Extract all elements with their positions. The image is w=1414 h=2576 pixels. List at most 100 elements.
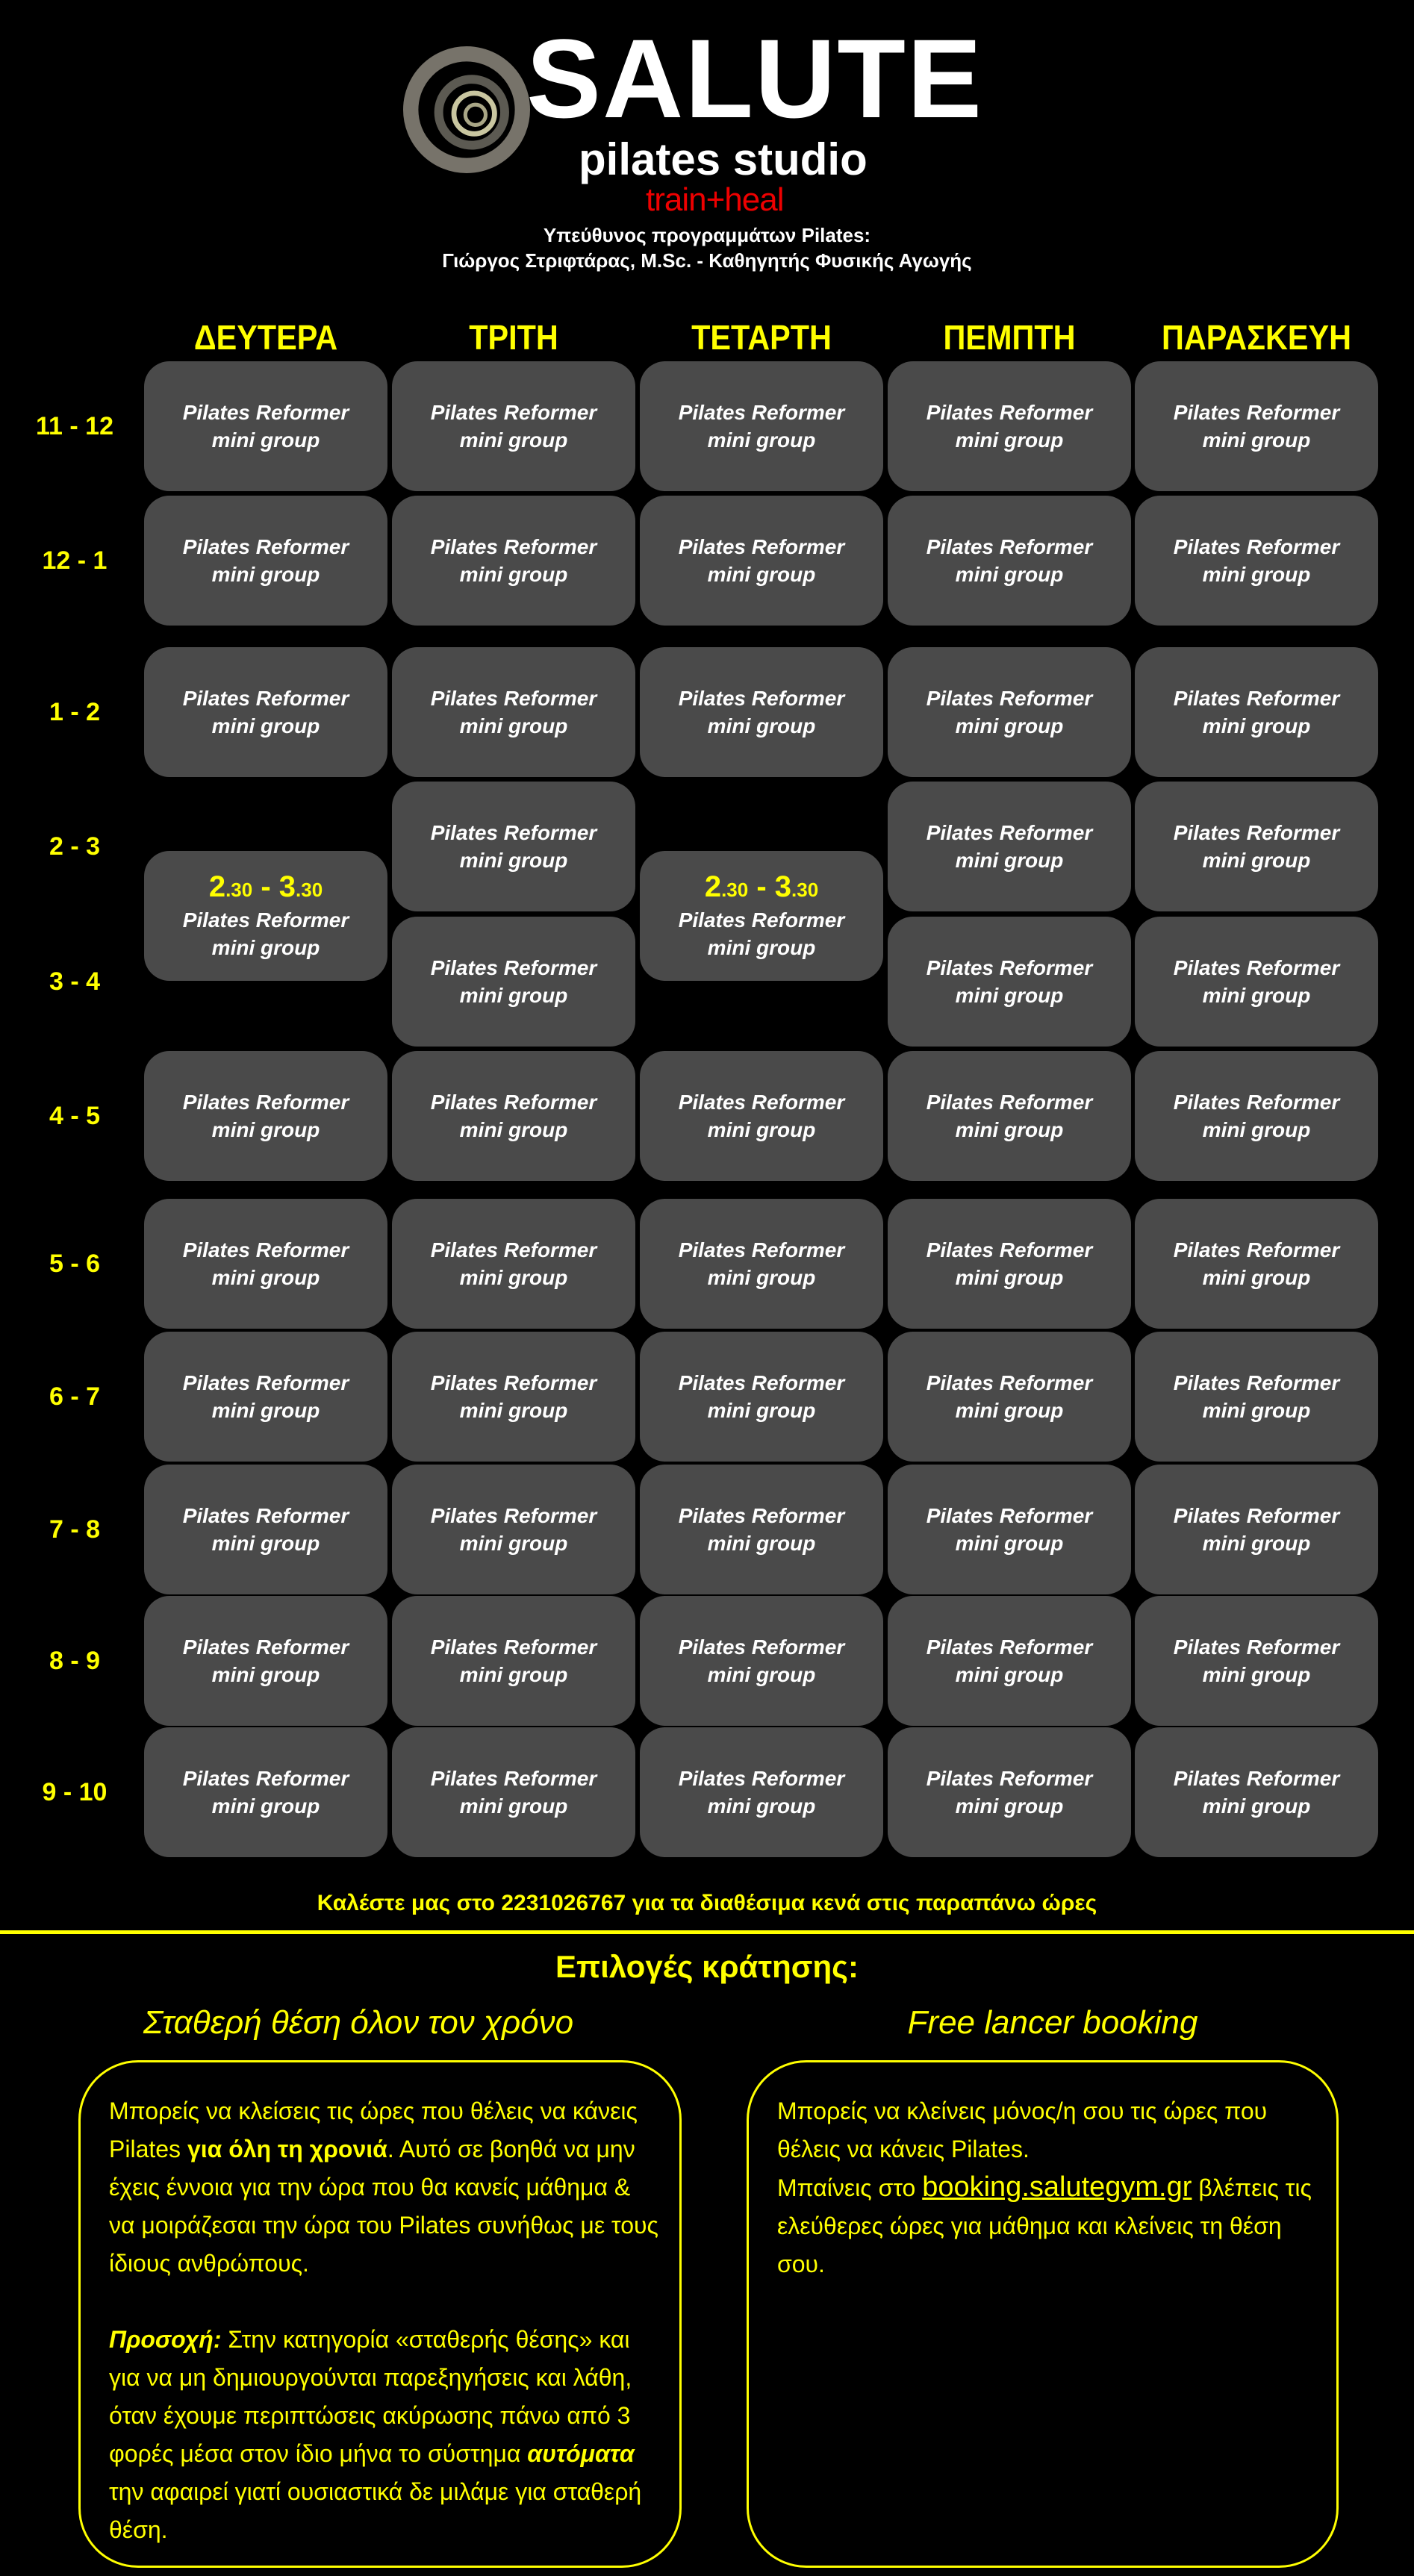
class-slot[interactable]: Pilates Reformer mini group (1135, 1199, 1378, 1329)
class-slot[interactable]: Pilates Reformer mini group (144, 647, 387, 777)
class-slot[interactable]: Pilates Reformer mini group (1135, 1727, 1378, 1857)
class-slot[interactable]: Pilates Reformer mini group (1135, 496, 1378, 626)
class-slot[interactable]: 2.30 - 3.30 Pilates Reformer mini group (640, 851, 883, 981)
class-name: Pilates Reformer (926, 1371, 1093, 1394)
class-name: Pilates Reformer (182, 687, 349, 710)
class-slot[interactable]: Pilates Reformer mini group (640, 1596, 883, 1726)
class-slot[interactable]: Pilates Reformer mini group (392, 1199, 635, 1329)
class-name: Pilates Reformer (182, 401, 349, 424)
logo-spiral-icon (403, 46, 530, 173)
class-slot[interactable]: Pilates Reformer mini group (640, 1465, 883, 1594)
class-slot[interactable]: Pilates Reformer mini group (640, 496, 883, 626)
class-slot[interactable]: Pilates Reformer mini group (1135, 1332, 1378, 1462)
class-slot[interactable]: Pilates Reformer mini group (640, 361, 883, 491)
class-slot[interactable]: Pilates Reformer mini group (144, 361, 387, 491)
class-slot[interactable]: Pilates Reformer mini group (144, 1199, 387, 1329)
class-slot[interactable]: Pilates Reformer mini group (1135, 1465, 1378, 1594)
class-slot[interactable]: Pilates Reformer mini group (888, 782, 1131, 911)
class-name: mini group (955, 1399, 1064, 1422)
class-name: Pilates Reformer (1173, 1767, 1340, 1790)
time-label: 8 - 9 (49, 1647, 101, 1675)
class-slot[interactable]: Pilates Reformer mini group (144, 1051, 387, 1181)
class-slot[interactable]: Pilates Reformer mini group (392, 1051, 635, 1181)
class-slot[interactable]: Pilates Reformer mini group (640, 1727, 883, 1857)
class-slot[interactable]: Pilates Reformer mini group (1135, 1051, 1378, 1181)
class-slot[interactable]: Pilates Reformer mini group (888, 1596, 1131, 1726)
class-name: mini group (955, 1532, 1064, 1555)
booking-link[interactable]: booking.salutegym.gr (922, 2171, 1192, 2203)
class-name: mini group (1202, 428, 1311, 452)
class-slot[interactable]: Pilates Reformer mini group (1135, 917, 1378, 1047)
class-slot[interactable]: Pilates Reformer mini group (144, 496, 387, 626)
class-slot[interactable]: Pilates Reformer mini group (1135, 361, 1378, 491)
class-name: Pilates Reformer (430, 1091, 597, 1114)
class-slot[interactable]: Pilates Reformer mini group (1135, 782, 1378, 911)
class-name: Pilates Reformer (182, 1504, 349, 1527)
class-slot[interactable]: Pilates Reformer mini group (888, 1051, 1131, 1181)
day-header: ΤΕΤΑΡΤΗ (691, 318, 832, 357)
class-slot[interactable]: Pilates Reformer mini group (392, 361, 635, 491)
class-slot[interactable]: Pilates Reformer mini group (888, 917, 1131, 1047)
class-slot[interactable]: Pilates Reformer mini group (144, 1727, 387, 1857)
class-slot[interactable]: Pilates Reformer mini group (392, 1332, 635, 1462)
class-slot[interactable]: Pilates Reformer mini group (888, 1332, 1131, 1462)
class-name: mini group (1202, 1266, 1311, 1289)
class-name: mini group (459, 1532, 568, 1555)
class-slot[interactable]: Pilates Reformer mini group (392, 917, 635, 1047)
class-slot[interactable]: Pilates Reformer mini group (144, 1465, 387, 1594)
class-slot[interactable]: Pilates Reformer mini group (392, 1465, 635, 1594)
slot-time: 2.30 - 3.30 (704, 870, 819, 903)
time-label: 7 - 8 (49, 1515, 101, 1544)
class-name: mini group (211, 936, 320, 959)
class-name: mini group (955, 1266, 1064, 1289)
free-booking-box: Μπορείς να κλείνεις μόνος/η σου τις ώρες… (747, 2060, 1339, 2568)
class-name: mini group (1202, 1532, 1311, 1555)
class-name: mini group (459, 428, 568, 452)
class-name: Pilates Reformer (926, 1504, 1093, 1527)
class-name: mini group (211, 1532, 320, 1555)
class-name: Pilates Reformer (430, 401, 597, 424)
class-name: Pilates Reformer (1173, 821, 1340, 844)
class-slot[interactable]: Pilates Reformer mini group (888, 1727, 1131, 1857)
class-slot[interactable]: Pilates Reformer mini group (144, 1596, 387, 1726)
class-name: mini group (1202, 563, 1311, 586)
class-name: Pilates Reformer (430, 956, 597, 979)
class-slot[interactable]: Pilates Reformer mini group (392, 496, 635, 626)
class-name: Pilates Reformer (926, 1767, 1093, 1790)
class-slot[interactable]: Pilates Reformer mini group (392, 647, 635, 777)
class-slot[interactable]: Pilates Reformer mini group (888, 1199, 1131, 1329)
class-name: Pilates Reformer (1173, 1371, 1340, 1394)
class-name: mini group (459, 1399, 568, 1422)
class-slot[interactable]: 2.30 - 3.30 Pilates Reformer mini group (144, 851, 387, 981)
class-name: mini group (211, 1794, 320, 1818)
class-slot[interactable]: Pilates Reformer mini group (640, 1332, 883, 1462)
day-header: ΔΕΥΤΕΡΑ (193, 318, 338, 357)
class-slot[interactable]: Pilates Reformer mini group (888, 647, 1131, 777)
class-slot[interactable]: Pilates Reformer mini group (392, 1727, 635, 1857)
class-slot[interactable]: Pilates Reformer mini group (1135, 1596, 1378, 1726)
class-slot[interactable]: Pilates Reformer mini group (392, 1596, 635, 1726)
class-slot[interactable]: Pilates Reformer mini group (640, 647, 883, 777)
class-name: mini group (459, 1794, 568, 1818)
class-slot[interactable]: Pilates Reformer mini group (888, 496, 1131, 626)
fixed-booking-paragraph: Μπορείς να κλείσεις τις ώρες που θέλεις … (109, 2098, 658, 2277)
class-name: mini group (955, 428, 1064, 452)
class-slot[interactable]: Pilates Reformer mini group (640, 1051, 883, 1181)
class-slot[interactable]: Pilates Reformer mini group (144, 1332, 387, 1462)
class-slot[interactable]: Pilates Reformer mini group (888, 361, 1131, 491)
class-name: Pilates Reformer (926, 1091, 1093, 1114)
class-slot[interactable]: Pilates Reformer mini group (1135, 647, 1378, 777)
class-name: mini group (955, 1794, 1064, 1818)
class-name: Pilates Reformer (926, 687, 1093, 710)
class-slot[interactable]: Pilates Reformer mini group (640, 1199, 883, 1329)
responsible-line-2: Γιώργος Στριφτάρας, M.Sc. - Καθηγητής Φυ… (442, 249, 972, 272)
class-name: Pilates Reformer (926, 821, 1093, 844)
day-header: ΠΑΡΑΣΚΕΥΗ (1161, 318, 1352, 357)
class-name: Pilates Reformer (1173, 1504, 1340, 1527)
class-name: mini group (459, 563, 568, 586)
class-slot[interactable]: Pilates Reformer mini group (392, 782, 635, 911)
class-name: Pilates Reformer (430, 1371, 597, 1394)
class-slot[interactable]: Pilates Reformer mini group (888, 1465, 1131, 1594)
class-name: mini group (459, 1663, 568, 1686)
divider (0, 1930, 1414, 1934)
